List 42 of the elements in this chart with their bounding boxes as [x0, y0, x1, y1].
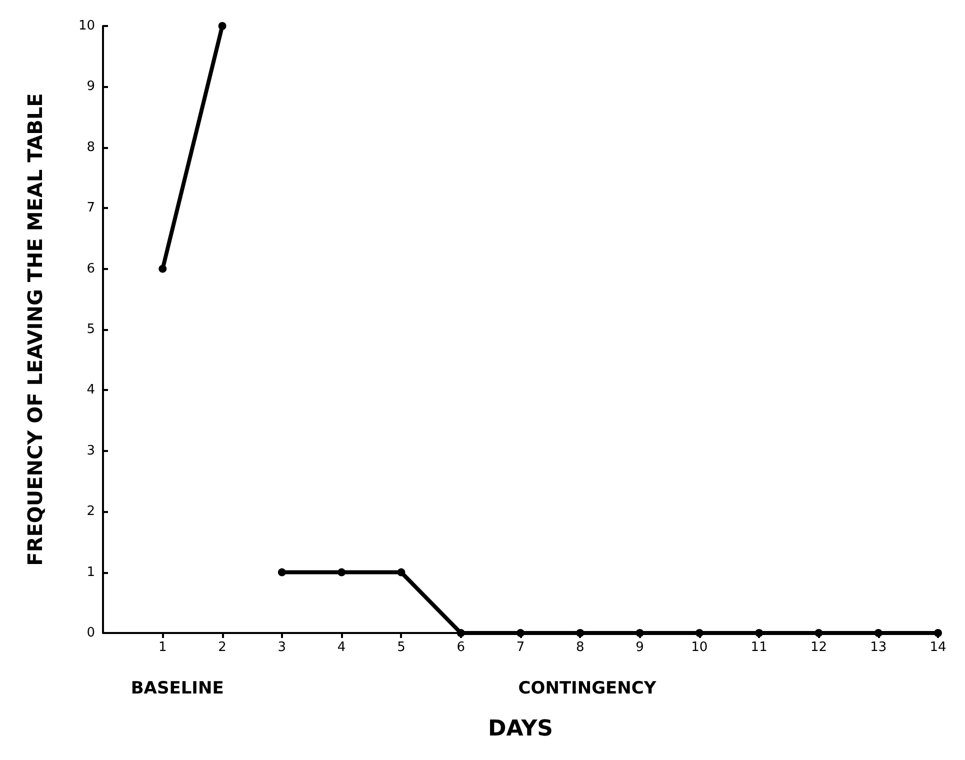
point	[338, 568, 346, 576]
y-tick-label: 10	[78, 18, 95, 34]
point	[636, 629, 644, 637]
y-tick-label: 8	[86, 140, 95, 155]
point	[814, 629, 823, 637]
x-axis-title: DAYS	[488, 716, 553, 742]
x-tick-label: 7	[516, 640, 525, 655]
y-tick-label: 3	[86, 443, 95, 458]
y-tick-label: 9	[86, 79, 95, 94]
x-tick-label: 14	[930, 640, 946, 655]
x-tick-label: 9	[636, 640, 644, 655]
x-tick-label: 8	[576, 640, 584, 655]
point	[456, 629, 465, 637]
x-tick-label: 1	[158, 640, 167, 655]
x-tick-label: 10	[691, 640, 708, 655]
y-tick-label: 7	[86, 200, 95, 216]
x-tick-label: 6	[456, 640, 465, 655]
x-tick-label: 2	[218, 640, 226, 655]
y-tick-label: 4	[86, 382, 95, 398]
point	[874, 629, 882, 637]
point	[397, 568, 406, 576]
y-tick-label: 2	[86, 504, 95, 520]
x-tick-label: 12	[810, 640, 827, 655]
point	[755, 629, 764, 637]
x-tick-label: 4	[337, 640, 346, 655]
point	[278, 568, 286, 576]
x-tick-label: 5	[397, 640, 406, 655]
point	[218, 22, 226, 30]
point	[158, 264, 167, 273]
y-tick-label: 1	[86, 564, 95, 580]
point	[516, 629, 524, 637]
y-axis-title: FREQUENCY OF LEAVING THE MEAL TABLE	[23, 93, 47, 566]
point	[576, 629, 584, 637]
point	[695, 629, 704, 637]
x-tick-label: 13	[870, 640, 887, 655]
y-tick-label: 5	[86, 322, 95, 337]
x-tick-label: 3	[278, 640, 286, 655]
y-tick-label: 6	[86, 261, 95, 276]
text: BASELINE	[130, 678, 224, 698]
text: CONTINGENCY	[518, 678, 657, 698]
y-tick-label: 0	[86, 626, 95, 640]
x-tick-label: 11	[750, 640, 768, 655]
